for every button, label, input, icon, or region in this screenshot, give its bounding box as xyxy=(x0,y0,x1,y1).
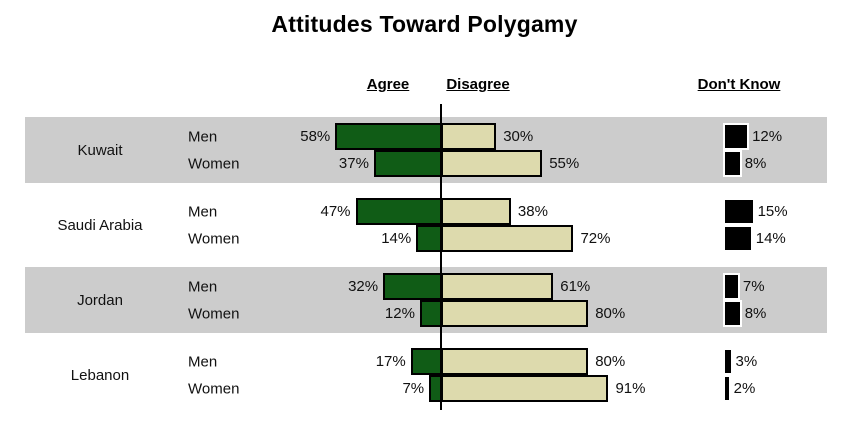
data-row: Women 7% 91% 2% xyxy=(0,375,849,402)
disagree-value: 72% xyxy=(580,230,611,247)
country-label: Saudi Arabia xyxy=(57,216,143,234)
data-row: Women 37% 55% 8% xyxy=(0,150,849,177)
dont-know-bar xyxy=(723,273,740,300)
dont-know-bar xyxy=(723,225,753,252)
gender-label: Men xyxy=(188,353,218,370)
gender-label: Women xyxy=(188,380,240,397)
country-group-kuwait: Kuwait Men 58% 30% 12% Women 37% xyxy=(0,117,849,183)
agree-value: 47% xyxy=(320,203,351,220)
gender-label: Men xyxy=(188,128,218,145)
dont-know-value: 3% xyxy=(735,353,758,370)
agree-bar xyxy=(335,123,442,150)
disagree-bar xyxy=(441,150,543,177)
disagree-bar xyxy=(441,123,497,150)
agree-bar xyxy=(383,273,442,300)
data-row: Men 58% 30% 12% xyxy=(0,123,849,150)
agree-bar xyxy=(419,300,442,327)
disagree-value: 91% xyxy=(615,380,646,397)
data-row: Men 17% 80% 3% xyxy=(0,348,849,375)
country-group-jordan: Jordan Men 32% 61% 7% Women 12% xyxy=(0,267,849,333)
gender-label: Men xyxy=(188,203,218,220)
country-label: Jordan xyxy=(77,291,123,309)
disagree-value: 80% xyxy=(595,305,626,322)
disagree-bar xyxy=(441,375,609,402)
data-row: Men 47% 38% 15% xyxy=(0,198,849,225)
dont-know-value: 8% xyxy=(744,155,767,172)
disagree-value: 30% xyxy=(503,128,534,145)
disagree-value: 38% xyxy=(517,203,548,220)
gender-label: Women xyxy=(188,305,240,322)
dont-know-bar xyxy=(723,198,755,225)
country-group-saudi-arabia: Saudi Arabia Men 47% 38% 15% Women 14% xyxy=(0,192,849,258)
agree-value: 17% xyxy=(375,353,406,370)
agree-value: 32% xyxy=(348,278,379,295)
dont-know-bar xyxy=(723,375,731,402)
dont-know-bar xyxy=(723,150,742,177)
disagree-bar xyxy=(441,225,574,252)
dont-know-value: 2% xyxy=(733,380,756,397)
data-row: Women 12% 80% 8% xyxy=(0,300,849,327)
country-label: Lebanon xyxy=(70,366,130,384)
data-row: Women 14% 72% 14% xyxy=(0,225,849,252)
agree-value: 12% xyxy=(384,305,415,322)
agree-bar xyxy=(416,225,442,252)
agree-bar xyxy=(373,150,442,177)
dont-know-bar xyxy=(723,348,733,375)
agree-value: 58% xyxy=(300,128,331,145)
disagree-bar xyxy=(441,273,554,300)
disagree-value: 80% xyxy=(595,353,626,370)
agree-value: 14% xyxy=(381,230,412,247)
column-header-disagree: Disagree xyxy=(446,76,510,93)
gender-label: Women xyxy=(188,155,240,172)
agree-bar xyxy=(355,198,442,225)
gender-label: Women xyxy=(188,230,240,247)
dont-know-value: 12% xyxy=(752,128,783,145)
dont-know-value: 14% xyxy=(755,230,786,247)
country-group-lebanon: Lebanon Men 17% 80% 3% Women 7% xyxy=(0,342,849,408)
dont-know-bar xyxy=(723,123,750,150)
disagree-bar xyxy=(441,198,511,225)
column-header-agree: Agree xyxy=(366,76,410,93)
disagree-bar xyxy=(441,348,589,375)
country-label: Kuwait xyxy=(77,141,123,159)
center-axis-line xyxy=(440,104,442,410)
dont-know-value: 7% xyxy=(742,278,765,295)
disagree-value: 55% xyxy=(549,155,580,172)
disagree-bar xyxy=(441,300,589,327)
agree-value: 7% xyxy=(402,380,425,397)
gender-label: Men xyxy=(188,278,218,295)
agree-bar xyxy=(410,348,442,375)
dont-know-value: 15% xyxy=(757,203,788,220)
column-header-dont-know: Don't Know xyxy=(697,76,781,93)
chart-title: Attitudes Toward Polygamy xyxy=(271,11,578,37)
dont-know-value: 8% xyxy=(744,305,767,322)
agree-value: 37% xyxy=(338,155,369,172)
dont-know-bar xyxy=(723,300,742,327)
data-row: Men 32% 61% 7% xyxy=(0,273,849,300)
disagree-value: 61% xyxy=(560,278,591,295)
